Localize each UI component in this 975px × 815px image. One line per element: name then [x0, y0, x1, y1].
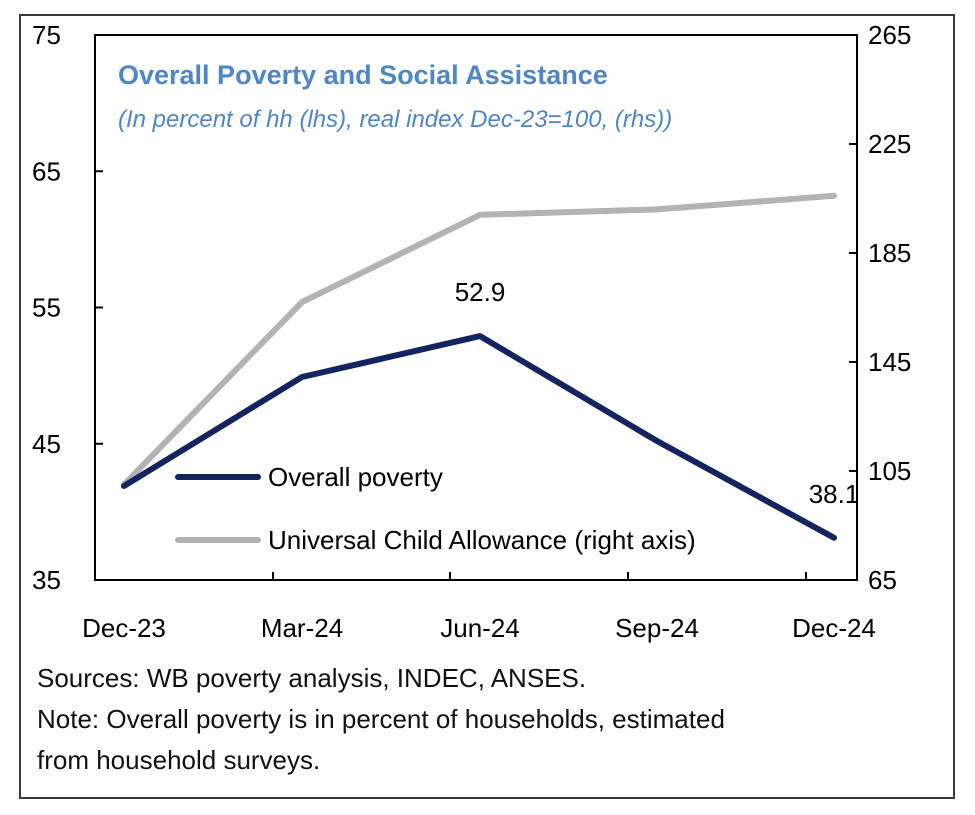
figure-frame	[19, 14, 955, 799]
right-tick-label: 265	[868, 20, 911, 50]
series-lines	[121, 192, 837, 541]
legend-label-overall-poverty: Overall poverty	[268, 462, 443, 492]
right-tick-label: 65	[868, 565, 897, 595]
left-tick-label: 75	[32, 20, 61, 50]
left-tick-label: 35	[32, 565, 61, 595]
note-text-line-1: Note: Overall poverty is in percent of h…	[37, 704, 725, 734]
x-axis: Dec-23 Mar-24 Jun-24 Sep-24 Dec-24	[82, 572, 876, 643]
x-tick-label: Jun-24	[440, 613, 520, 643]
right-tick-label: 145	[868, 347, 911, 377]
data-label: 52.9	[455, 277, 506, 307]
data-labels: 52.9 38.1	[455, 277, 860, 509]
right-tick-label: 105	[868, 456, 911, 486]
x-tick-label: Dec-24	[792, 613, 876, 643]
left-axis: 35 45 55 65 75	[32, 20, 103, 595]
left-tick-label: 45	[32, 429, 61, 459]
right-tick-label: 185	[868, 238, 911, 268]
legend-label-child-allowance: Universal Child Allowance (right axis)	[268, 525, 696, 555]
x-tick-label: Mar-24	[261, 613, 343, 643]
x-tick-label: Sep-24	[615, 613, 699, 643]
series-line-child-allowance	[121, 192, 837, 488]
chart-title: Overall Poverty and Social Assistance	[118, 60, 608, 90]
chart-notes: Sources: WB poverty analysis, INDEC, ANS…	[37, 658, 937, 781]
note-text-line-2: from household surveys.	[37, 745, 321, 775]
data-label: 38.1	[809, 479, 860, 509]
left-tick-label: 55	[32, 293, 61, 323]
x-tick-label: Dec-23	[82, 613, 166, 643]
left-tick-label: 65	[32, 156, 61, 186]
right-tick-label: 225	[868, 129, 911, 159]
chart-subtitle: (In percent of hh (lhs), real index Dec-…	[118, 106, 672, 133]
sources-text: Sources: WB poverty analysis, INDEC, ANS…	[37, 663, 587, 693]
right-axis: 65 105 145 185 225 265	[849, 20, 911, 595]
series-line-overall-poverty	[121, 333, 837, 541]
legend: Overall poverty Universal Child Allowanc…	[175, 462, 696, 555]
